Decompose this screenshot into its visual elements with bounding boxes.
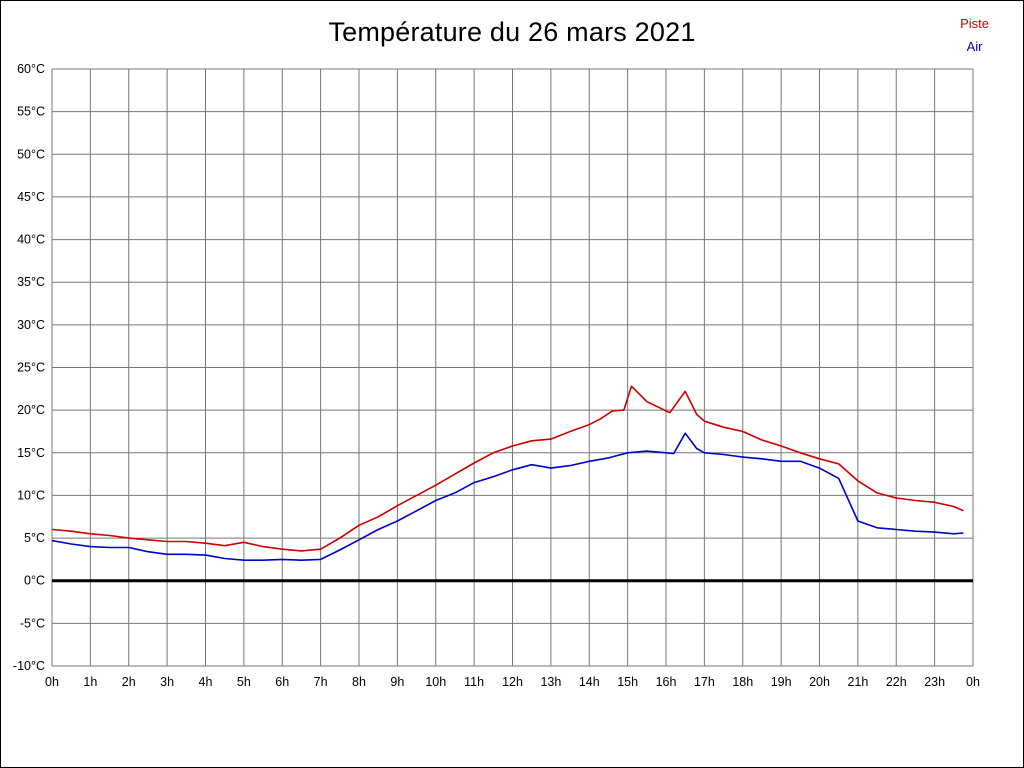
x-axis-tick-label: 1h <box>83 675 97 689</box>
y-axis-tick-label: 0°C <box>24 574 45 588</box>
x-axis-tick-label: 11h <box>464 675 484 689</box>
y-axis-tick-label: 15°C <box>17 446 45 460</box>
x-axis-tick-label: 16h <box>656 675 677 689</box>
x-axis-tick-label: 9h <box>390 675 404 689</box>
x-axis-tick-label: 7h <box>314 675 328 689</box>
y-axis-tick-label: 20°C <box>17 403 45 417</box>
legend: Piste Air <box>960 13 989 59</box>
y-axis-tick-label: 30°C <box>17 318 45 332</box>
x-axis-tick-label: 6h <box>275 675 289 689</box>
x-axis-tick-label: 3h <box>160 675 174 689</box>
y-axis-tick-label: 25°C <box>17 361 45 375</box>
x-axis-tick-label: 8h <box>352 675 366 689</box>
x-axis-tick-label: 0h <box>45 675 59 689</box>
x-axis-tick-label: 0h <box>966 675 980 689</box>
x-axis-tick-label: 13h <box>540 675 561 689</box>
y-axis-tick-label: 35°C <box>17 275 45 289</box>
series-line-piste <box>51 385 964 552</box>
x-axis-tick-label: 2h <box>122 675 136 689</box>
x-axis-tick-label: 17h <box>694 675 715 689</box>
y-axis-tick-label: -10°C <box>13 659 45 673</box>
y-axis-tick-label: 50°C <box>17 147 45 161</box>
chart-title: Température du 26 mars 2021 <box>328 17 696 47</box>
y-axis-tick-label: 40°C <box>17 233 45 247</box>
y-axis-tick-label: 60°C <box>17 62 45 76</box>
x-axis-tick-label: 5h <box>237 675 251 689</box>
x-axis-tick-label: 23h <box>924 675 945 689</box>
x-axis-tick-label: 20h <box>809 675 830 689</box>
legend-item-air: Air <box>966 38 983 54</box>
x-axis-tick-label: 19h <box>771 675 792 689</box>
y-axis-tick-label: 45°C <box>17 190 45 204</box>
y-axis-tick-label: -5°C <box>20 616 45 630</box>
x-axis-tick-label: 12h <box>502 675 523 689</box>
x-axis-tick-label: 14h <box>579 675 600 689</box>
x-axis-tick-label: 22h <box>886 675 907 689</box>
x-axis-tick-label: 4h <box>199 675 213 689</box>
y-axis-tick-label: 55°C <box>17 105 45 119</box>
legend-item-piste: Piste <box>960 16 989 31</box>
x-axis-tick-label: 10h <box>425 675 446 689</box>
x-axis-tick-label: 18h <box>732 675 753 689</box>
x-axis-tick-label: 15h <box>617 675 638 689</box>
series-line-air <box>51 432 964 562</box>
y-axis-tick-label: 10°C <box>17 488 45 502</box>
x-axis-tick-label: 21h <box>847 675 868 689</box>
y-axis-tick-label: 5°C <box>24 531 45 545</box>
